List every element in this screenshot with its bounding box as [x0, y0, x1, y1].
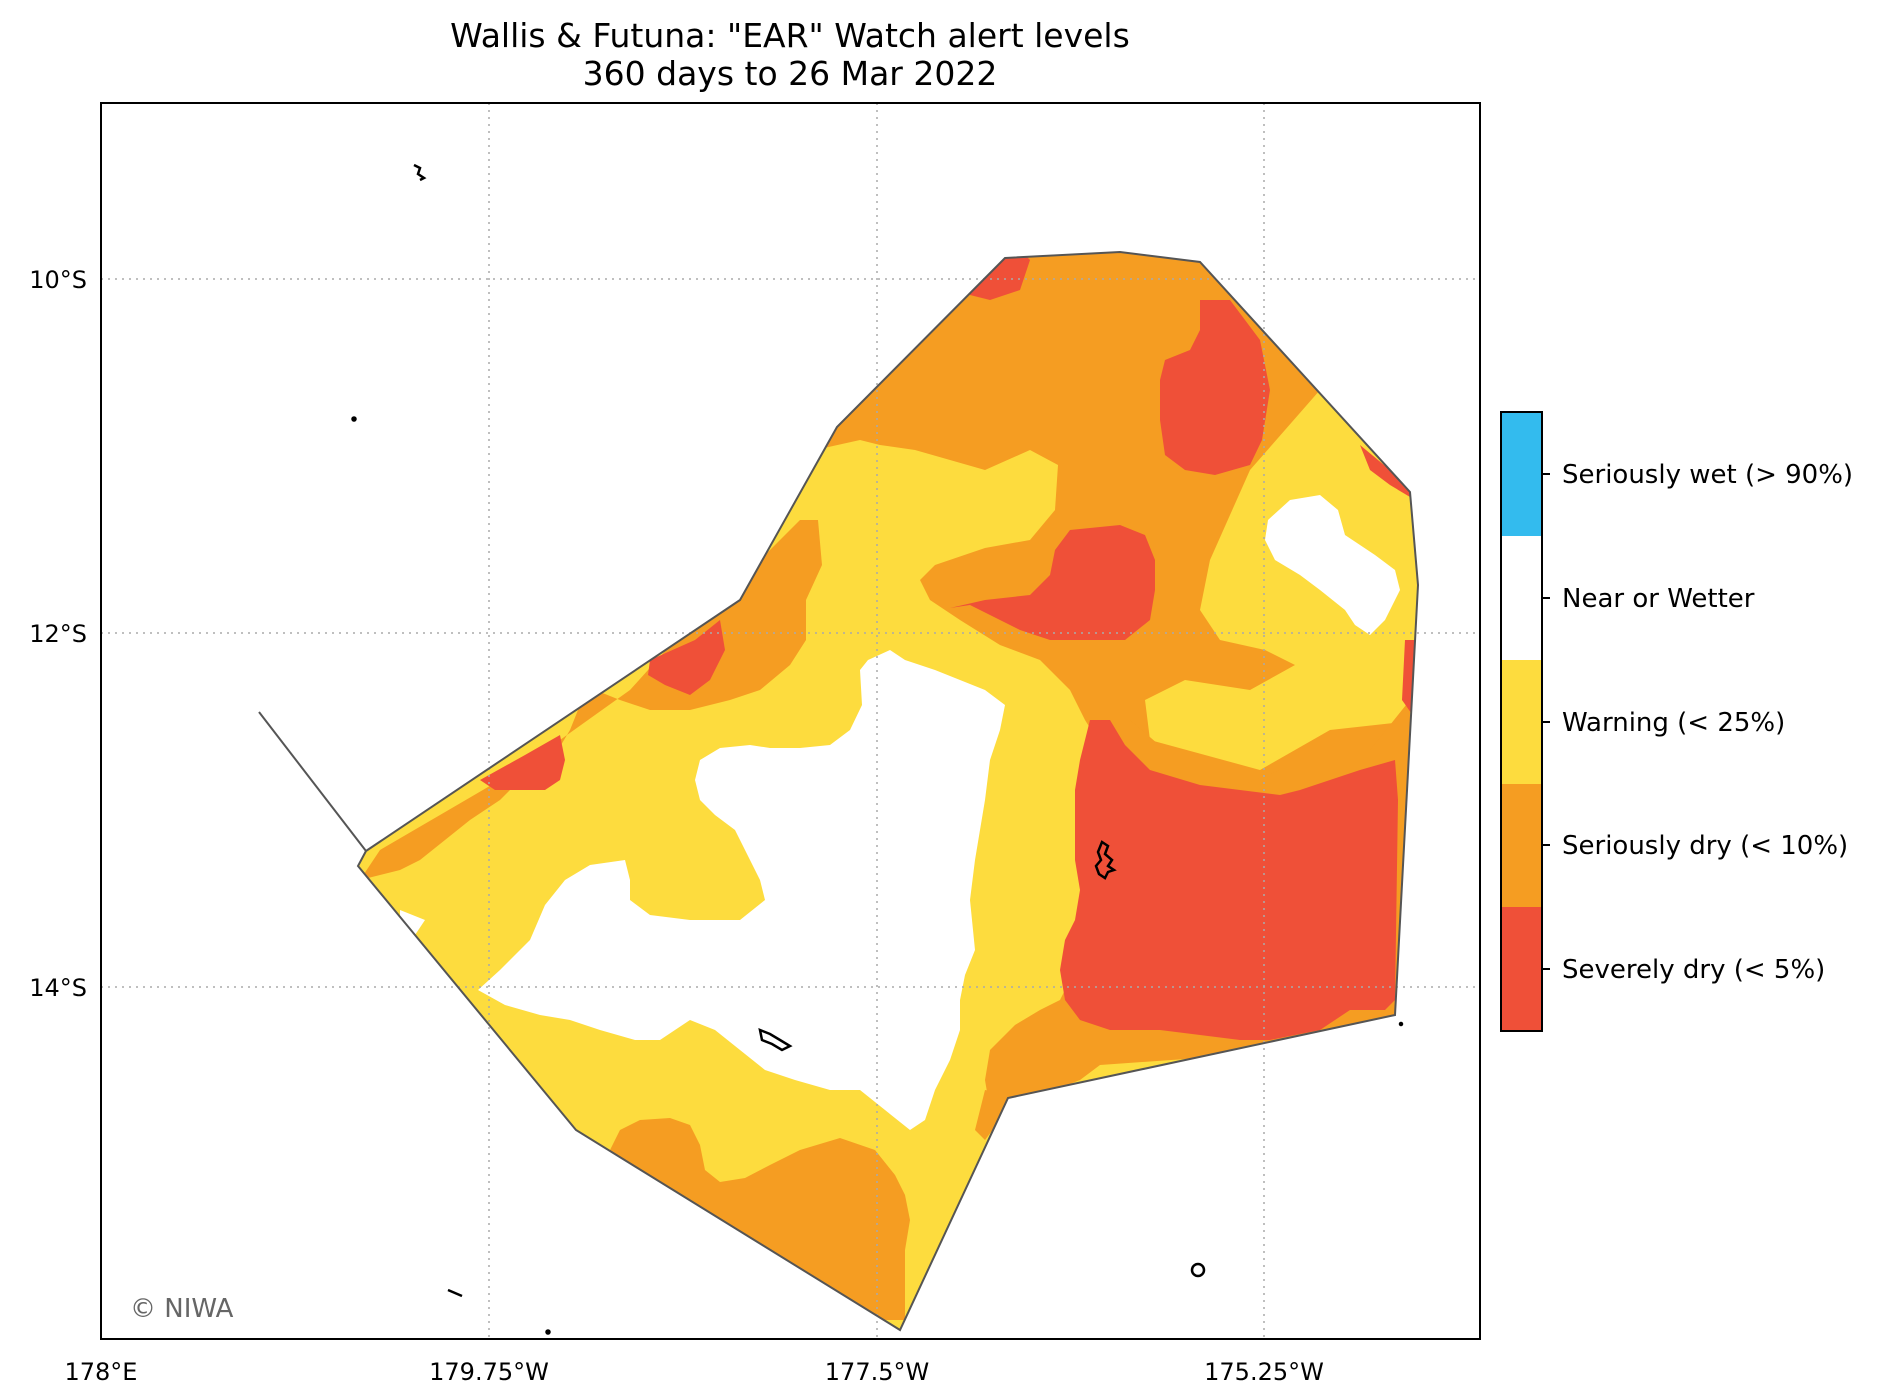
island-north-reef [413, 163, 427, 182]
zone-seriously-dry-south [610, 1118, 910, 1320]
eez-boundary [258, 250, 1420, 1332]
lon-axis: 178°E 179.75°W 177.5°W 175.25°W [65, 1358, 1324, 1386]
island-east-dot [1398, 1021, 1404, 1027]
lat-tick-label: 14°S [29, 974, 87, 1002]
eez-boundary-west-line [258, 711, 367, 852]
legend-label-seriously-dry: Seriously dry (< 10%) [1562, 831, 1848, 861]
coastlines [351, 163, 1404, 1335]
copyright-notice: © NIWA [130, 1294, 234, 1324]
legend-swatch-warning [1501, 660, 1542, 784]
zone-severely-dry-central [950, 525, 1155, 640]
zone-severely-dry-southeast [1060, 720, 1398, 1040]
lat-axis: 10°S 12°S 14°S [29, 266, 87, 1002]
zone-near-or-wetter-central [478, 650, 1005, 1130]
legend-swatch-seriously-dry [1501, 784, 1542, 907]
legend-ticks [1542, 473, 1550, 970]
legend-swatch-severely-dry [1501, 907, 1542, 1031]
zone-severely-dry-northeast [1160, 300, 1270, 475]
lon-tick-label: 179.75°W [429, 1358, 549, 1386]
legend-label-near-or-wetter: Near or Wetter [1562, 584, 1755, 614]
legend-swatch-near-or-wetter [1501, 536, 1542, 660]
zone-near-or-wetter-east [1265, 495, 1400, 635]
zone-severely-dry-east-edge [1360, 445, 1415, 500]
island-southeast-atoll [1190, 1262, 1206, 1278]
map-frame [100, 102, 1481, 1340]
zone-severely-dry-west-2 [480, 735, 565, 790]
legend-label-warning: Warning (< 25%) [1562, 708, 1785, 738]
island-wallis [1094, 840, 1117, 880]
legend-label-seriously-wet: Seriously wet (> 90%) [1562, 460, 1853, 490]
legend-swatch-seriously-wet [1501, 412, 1542, 536]
island-south-dot [545, 1329, 551, 1335]
zone-seriously-dry-south-small [975, 1090, 1010, 1140]
map-title: Wallis & Futuna: "EAR" Watch alert level… [450, 16, 1130, 55]
gridlines [101, 103, 1480, 1339]
island-southwest-reef [447, 1288, 463, 1298]
lat-tick-label: 10°S [29, 266, 87, 294]
map-subtitle: 360 days to 26 Mar 2022 [582, 54, 998, 93]
lon-tick-label: 178°E [65, 1358, 138, 1386]
lon-tick-label: 177.5°W [825, 1358, 929, 1386]
island-futuna [758, 1027, 793, 1052]
island-west-dot [351, 416, 357, 422]
legend: Seriously wet (> 90%) Near or Wetter War… [1500, 411, 1853, 1032]
zone-severely-dry-west-1 [648, 620, 725, 695]
legend-label-severely-dry: Severely dry (< 5%) [1562, 955, 1825, 985]
eez-outline [356, 250, 1420, 1332]
lon-tick-label: 175.25°W [1204, 1358, 1324, 1386]
zone-near-or-wetter-sliver [805, 960, 812, 1005]
alert-level-zones [358, 252, 1418, 1330]
lat-tick-label: 12°S [29, 620, 87, 648]
